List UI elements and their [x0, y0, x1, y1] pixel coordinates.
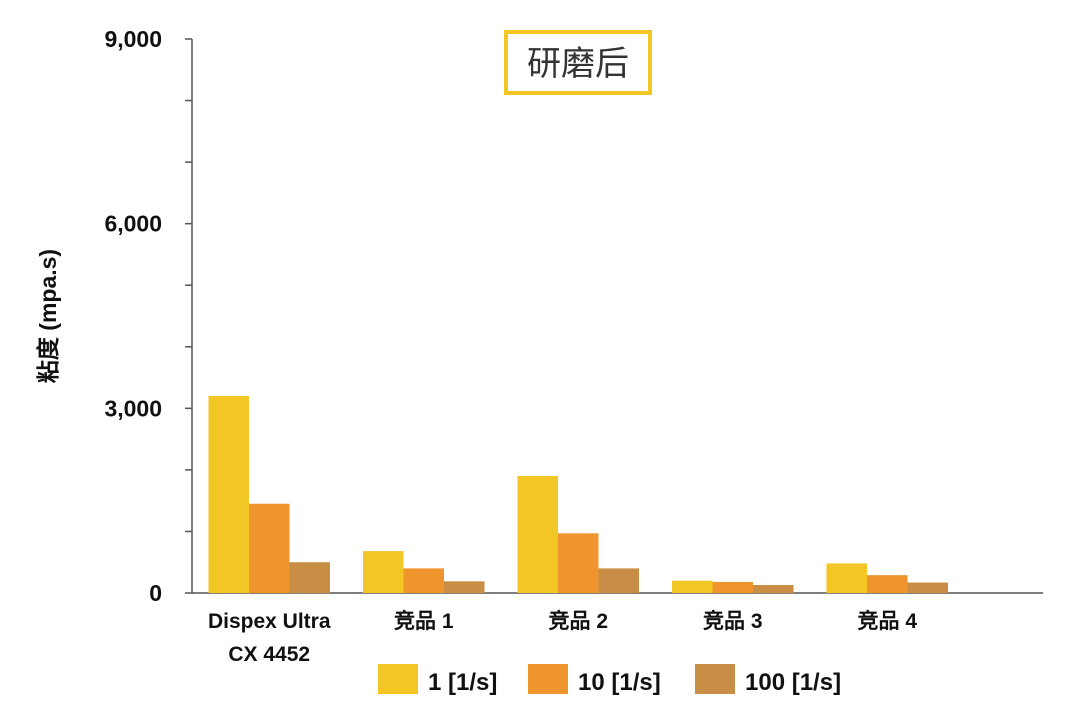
y-tick-label: 3,000 — [104, 395, 162, 421]
bar — [907, 582, 948, 593]
legend-swatch — [378, 664, 418, 694]
x-category-label: 竞品 3 — [703, 609, 763, 633]
x-category-label: 竞品 1 — [394, 609, 454, 633]
chart-title-border — [504, 30, 652, 95]
y-tick-label: 9,000 — [104, 26, 162, 52]
x-category-label: 竞品 2 — [548, 609, 608, 633]
chart-bars — [208, 396, 948, 593]
bar — [444, 581, 485, 593]
legend-label: 10 [1/s] — [578, 669, 661, 696]
bar — [672, 580, 713, 593]
legend-swatch — [695, 664, 735, 694]
x-category-label: CX 4452 — [228, 643, 310, 666]
bar — [598, 568, 639, 593]
legend-swatch — [528, 664, 568, 694]
chart-title: 研磨后 — [527, 45, 629, 83]
legend-label: 100 [1/s] — [745, 669, 841, 696]
chart-title-box: 研磨后 — [504, 30, 652, 95]
bar — [249, 503, 290, 593]
bar — [517, 476, 558, 593]
y-tick-label: 6,000 — [104, 211, 162, 237]
chart-legend: 1 [1/s] 10 [1/s] 100 [1/s] — [378, 664, 841, 696]
category-labels: Dispex Ultra CX 4452 竞品 1 竞品 2 竞品 3 竞品 4 — [208, 609, 917, 666]
bar — [712, 581, 753, 593]
bar — [363, 551, 404, 593]
bar — [867, 575, 908, 593]
bar — [208, 396, 249, 593]
y-tick-label: 0 — [149, 580, 162, 606]
x-category-label: 竞品 4 — [857, 609, 917, 633]
bar — [403, 568, 444, 593]
y-axis-title: 粘度 (mpa.s) — [35, 249, 61, 383]
bar — [289, 562, 330, 593]
legend-label: 1 [1/s] — [428, 669, 497, 696]
bar — [826, 563, 867, 593]
bar — [753, 584, 794, 593]
bar — [558, 533, 599, 593]
x-category-label: Dispex Ultra — [208, 610, 331, 633]
